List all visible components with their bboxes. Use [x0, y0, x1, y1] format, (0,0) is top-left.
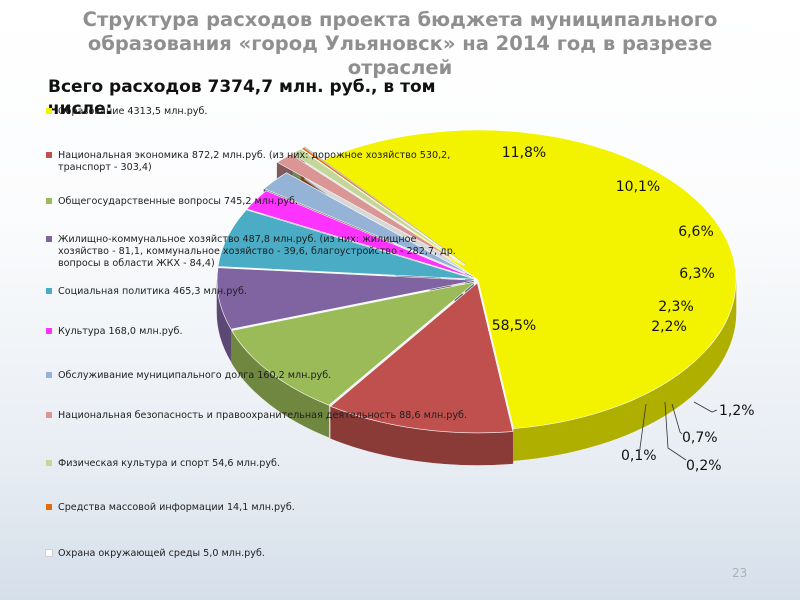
pie-slice — [231, 281, 476, 406]
legend-swatch — [46, 152, 52, 158]
legend-label: Охрана окружающей среды 5,0 млн.руб. — [58, 548, 265, 559]
legend-label: Средства массовой информации 14,1 млн.ру… — [58, 502, 295, 513]
pie-slice-label: 2,2% — [651, 319, 687, 335]
pie-slice — [291, 148, 466, 266]
legend-label: Жилищно-коммунальное хозяйство 487,8 млн… — [58, 234, 456, 269]
slide-title: Структура расходов проекта бюджета муниц… — [82, 8, 718, 79]
pie-slice — [276, 154, 465, 266]
page-number: 23 — [732, 566, 748, 580]
pie-slice-label: 0,7% — [682, 430, 718, 446]
legend-swatch — [46, 328, 52, 334]
leader-line — [664, 401, 687, 461]
legend-swatch — [46, 460, 52, 466]
pie-slice — [303, 146, 466, 265]
legend-label: Физическая культура и спорт 54,6 млн.руб… — [58, 458, 280, 469]
leader-line — [693, 401, 718, 413]
legend-swatch — [46, 198, 52, 204]
legend-swatch — [46, 288, 52, 294]
legend-label: Обслуживание муниципального долга 160,2 … — [58, 370, 332, 381]
pie-slice — [217, 209, 476, 280]
legend-label: Социальная политика 465,3 млн.руб. — [58, 286, 247, 297]
legend-swatch — [46, 504, 52, 510]
legend-label: Общегосударственные вопросы 745,2 млн.ру… — [58, 196, 298, 207]
pie-slice — [263, 172, 474, 277]
pie-slice — [246, 190, 476, 279]
legend-swatch — [46, 550, 52, 556]
pie-slice — [330, 282, 514, 434]
legend-label: Образование 4313,5 млн.руб. — [58, 106, 208, 117]
pie-slice-label: 10,1% — [616, 179, 660, 195]
legend-swatch — [46, 108, 52, 114]
pie-tops — [216, 129, 737, 434]
pie-slice-label: 58,5% — [492, 318, 536, 334]
leader-line — [639, 403, 647, 450]
legend-swatch — [46, 236, 52, 242]
pie-slice-label: 11,8% — [502, 145, 546, 161]
leader-line — [671, 403, 683, 435]
pie-slice — [216, 267, 476, 330]
pie-slice-label: 0,2% — [686, 458, 722, 474]
pie-slice-label: 6,6% — [678, 224, 714, 240]
pie-slice-label: 2,3% — [658, 299, 694, 315]
legend-swatch — [46, 412, 52, 418]
pie-labels: 58,5% 11,8% 10,1% 6,6% 6,3% 2,3% 2,2% 1,2%0,7% 0… — [492, 145, 755, 474]
legend-swatch — [46, 372, 52, 378]
pie-slice-label: 1,2% — [719, 403, 755, 419]
pie-slice-label: 6,3% — [679, 266, 715, 282]
legend-label: Национальная экономика 872,2 млн.руб. (и… — [58, 150, 451, 173]
chart-subtitle: Всего расходов 7374,7 млн. руб., в том ч… — [48, 77, 436, 119]
legend-label: Национальная безопасность и правоохранит… — [58, 410, 468, 421]
legend-label: Культура 168,0 млн.руб. — [58, 326, 183, 337]
pie-slice-label: 0,1% — [621, 448, 657, 464]
pie-slice — [316, 129, 737, 429]
